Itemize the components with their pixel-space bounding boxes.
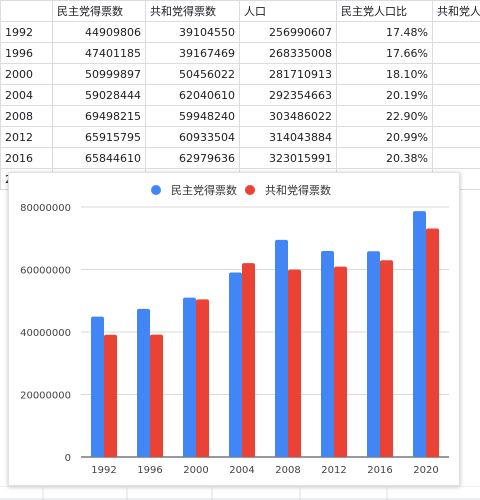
table-row: 1992449098063910455025699060717.48%15.22…	[0, 21, 480, 43]
bar-republican-2000[interactable]	[196, 299, 209, 457]
data-cell[interactable]: 62040610	[145, 84, 240, 106]
data-cell[interactable]: 15.22%	[432, 21, 480, 43]
column-header[interactable]: 人口	[239, 0, 337, 22]
x-tick-label: 2000	[183, 465, 208, 476]
table-row: 2012659157956093350431404388420.99%19.40…	[0, 126, 480, 148]
data-cell[interactable]: 17.91%	[432, 63, 480, 85]
column-header[interactable]: 共和党人口比	[432, 0, 480, 22]
x-tick-label: 2016	[367, 465, 392, 476]
data-cell[interactable]: 21.22%	[432, 84, 480, 106]
data-cell[interactable]: 19.40%	[432, 126, 480, 148]
bar-democratic-1996[interactable]	[137, 308, 150, 457]
x-tick-label: 2004	[229, 465, 254, 476]
data-cell[interactable]: 69498215	[52, 105, 146, 127]
data-cell[interactable]: 59948240	[145, 105, 240, 127]
bar-democratic-2016[interactable]	[367, 251, 380, 457]
bar-democratic-2008[interactable]	[275, 239, 288, 457]
data-cell[interactable]: 17.66%	[336, 42, 433, 64]
data-cell[interactable]: 18.10%	[336, 63, 433, 85]
year-cell[interactable]: 2016	[0, 147, 53, 169]
data-cell[interactable]: 62979636	[145, 147, 240, 169]
bar-republican-2008[interactable]	[288, 269, 301, 457]
legend-swatch-republican	[245, 185, 255, 195]
data-cell[interactable]: 65915795	[52, 126, 146, 148]
bar-democratic-2012[interactable]	[321, 251, 334, 457]
column-header[interactable]	[0, 0, 53, 22]
bar-chart: 民主党得票数 共和党得票数 0 20000000 40000000 60000000 80…	[20, 184, 449, 476]
year-cell[interactable]: 2000	[0, 63, 53, 85]
data-cell[interactable]: 268335008	[239, 42, 337, 64]
data-cell[interactable]: 314043884	[239, 126, 337, 148]
data-cell[interactable]: 281710913	[239, 63, 337, 85]
year-cell[interactable]: 2012	[0, 126, 53, 148]
data-cell[interactable]: 14.60%	[432, 42, 480, 64]
bar-democratic-1992[interactable]	[91, 316, 104, 457]
data-cell[interactable]: 44909806	[52, 21, 146, 43]
y-tick-label: 0	[65, 453, 71, 464]
data-cell[interactable]: 17.48%	[336, 21, 433, 43]
data-cell[interactable]: 59028444	[52, 84, 146, 106]
bar-democratic-2004[interactable]	[229, 272, 242, 457]
bar-republican-1992[interactable]	[104, 334, 117, 457]
x-tick-label: 2012	[321, 465, 346, 476]
header-row: 民主党得票数共和党得票数人口民主党人口比共和党人口比	[0, 0, 480, 22]
table-row: 2008694982155994824030348602222.90%19.75…	[0, 105, 480, 127]
data-cell[interactable]: 39104550	[145, 21, 240, 43]
legend-swatch-democratic	[151, 185, 161, 195]
year-cell[interactable]: 1996	[0, 42, 53, 64]
legend-label-republican: 共和党得票数	[265, 184, 331, 197]
data-cell[interactable]: 20.99%	[336, 126, 433, 148]
data-cell[interactable]: 323015991	[239, 147, 337, 169]
chart-bars	[91, 211, 439, 457]
table-row: 2004590284446204061029235466320.19%21.22…	[0, 84, 480, 106]
bar-republican-2020[interactable]	[426, 228, 439, 457]
data-cell[interactable]: 19.75%	[432, 105, 480, 127]
x-tick-label: 2020	[413, 465, 438, 476]
bar-republican-2016[interactable]	[380, 260, 393, 457]
x-tick-label: 1996	[137, 465, 162, 476]
y-tick-label: 40000000	[20, 328, 71, 339]
y-tick-label: 20000000	[20, 391, 71, 402]
bar-democratic-2020[interactable]	[413, 211, 426, 457]
data-cell[interactable]: 65844610	[52, 147, 146, 169]
bar-republican-2004[interactable]	[242, 263, 255, 457]
data-cell[interactable]: 22.90%	[336, 105, 433, 127]
x-tick-label: 1992	[91, 465, 116, 476]
data-cell[interactable]: 20.38%	[336, 147, 433, 169]
data-cell[interactable]: 292354663	[239, 84, 337, 106]
sheet-gridlines-bottom	[0, 486, 480, 500]
y-tick-label: 80000000	[20, 203, 71, 214]
table-row: 2000509998975045602228171091318.10%17.91…	[0, 63, 480, 85]
year-cell[interactable]: 2008	[0, 105, 53, 127]
chart-container[interactable]: 民主党得票数 共和党得票数 0 20000000 40000000 60000000 80…	[8, 172, 460, 486]
year-cell[interactable]: 2004	[0, 84, 53, 106]
bar-republican-1996[interactable]	[150, 334, 163, 457]
chart-gridlines	[81, 206, 449, 458]
data-cell[interactable]: 20.19%	[336, 84, 433, 106]
y-tick-label: 60000000	[20, 266, 71, 277]
chart-legend: 民主党得票数 共和党得票数	[151, 184, 331, 197]
data-cell[interactable]: 50999897	[52, 63, 146, 85]
column-header[interactable]: 民主党人口比	[336, 0, 433, 22]
data-cell[interactable]: 50456022	[145, 63, 240, 85]
data-cell[interactable]: 47401185	[52, 42, 146, 64]
x-axis-tick-labels: 1992 1996 2000 2004 2008 2012 2016 2020	[91, 465, 438, 476]
data-cell[interactable]: 19.50%	[432, 147, 480, 169]
table-row: 1996474011853916746926833500817.66%14.60…	[0, 42, 480, 64]
data-cell[interactable]: 256990607	[239, 21, 337, 43]
table-row: 2016658446106297963632301599120.38%19.50…	[0, 147, 480, 169]
legend-label-democratic: 民主党得票数	[171, 184, 237, 197]
x-tick-label: 2008	[275, 465, 300, 476]
data-cell[interactable]: 39167469	[145, 42, 240, 64]
column-header[interactable]: 共和党得票数	[145, 0, 240, 22]
data-cell[interactable]: 303486022	[239, 105, 337, 127]
bar-republican-2012[interactable]	[334, 266, 347, 457]
year-cell[interactable]: 1992	[0, 21, 53, 43]
bar-democratic-2000[interactable]	[183, 297, 196, 457]
spreadsheet-table: 民主党得票数共和党得票数人口民主党人口比共和党人口比19924490980639…	[0, 0, 480, 190]
column-header[interactable]: 民主党得票数	[52, 0, 146, 22]
y-axis-tick-labels: 0 20000000 40000000 60000000 80000000	[20, 203, 71, 464]
data-cell[interactable]: 60933504	[145, 126, 240, 148]
